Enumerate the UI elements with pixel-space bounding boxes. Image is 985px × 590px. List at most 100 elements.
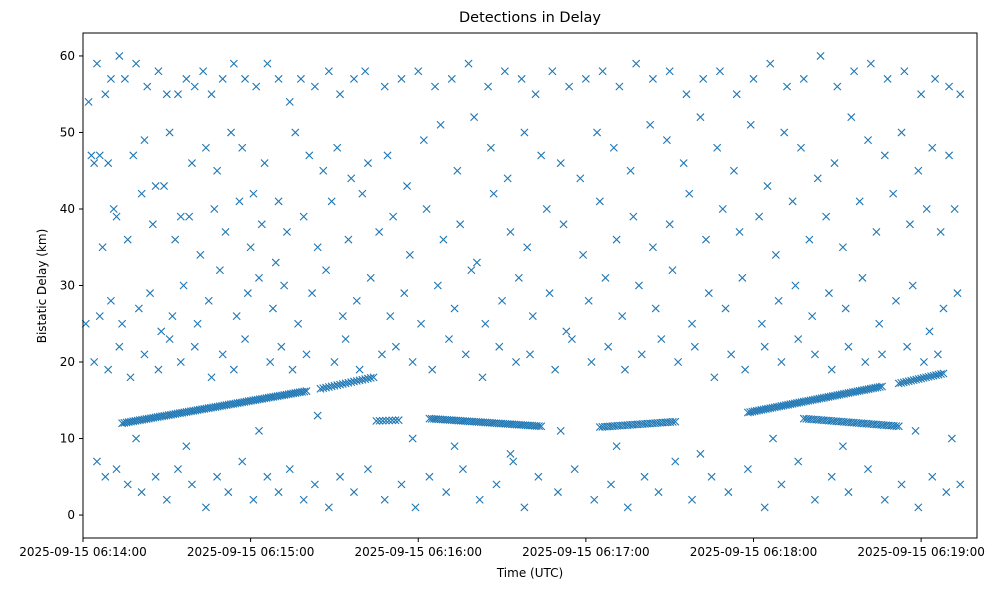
data-point <box>185 212 194 221</box>
data-point <box>313 411 322 420</box>
data-point <box>439 235 448 244</box>
data-point <box>408 434 417 443</box>
data-point <box>844 488 853 497</box>
data-point <box>710 373 719 382</box>
data-point <box>956 90 965 99</box>
data-point <box>934 370 943 379</box>
data-point <box>847 113 856 122</box>
data-point <box>350 488 358 497</box>
data-point <box>788 197 797 206</box>
data-point <box>162 90 171 99</box>
data-point <box>520 128 529 137</box>
data-point <box>123 480 132 489</box>
data-point <box>274 488 283 497</box>
data-point <box>590 495 599 504</box>
data-point <box>662 136 671 145</box>
data-point <box>168 312 177 321</box>
y-tick-label: 50 <box>60 125 75 139</box>
data-point <box>928 472 937 481</box>
data-point <box>84 97 93 106</box>
data-point <box>534 472 543 481</box>
data-point <box>864 136 873 145</box>
data-point <box>721 304 730 313</box>
data-point <box>875 319 884 328</box>
y-tick-label: 30 <box>60 279 75 293</box>
data-point <box>607 480 616 489</box>
data-point <box>213 166 222 175</box>
data-point <box>688 495 697 504</box>
data-point <box>196 250 205 259</box>
data-point <box>777 358 786 367</box>
data-point <box>193 319 202 328</box>
data-point <box>904 377 913 386</box>
data-point <box>537 151 546 160</box>
data-point <box>243 289 252 298</box>
data-point <box>115 51 124 60</box>
data-point <box>939 369 948 378</box>
data-point <box>282 227 291 236</box>
data-point <box>945 151 954 160</box>
data-point <box>534 422 543 431</box>
data-point <box>224 488 233 497</box>
data-point <box>598 67 607 76</box>
data-point <box>514 273 523 282</box>
data-point <box>338 312 347 321</box>
data-point <box>151 182 160 191</box>
data-point <box>378 416 387 425</box>
data-points <box>81 51 965 512</box>
data-point <box>749 74 758 83</box>
data-point <box>615 82 624 91</box>
data-point <box>634 281 643 290</box>
data-point <box>668 266 677 275</box>
data-point <box>587 358 596 367</box>
data-point <box>433 281 442 290</box>
data-point <box>774 296 783 305</box>
data-point <box>478 373 487 382</box>
data-point <box>922 204 931 213</box>
data-point <box>403 182 412 191</box>
data-point <box>657 335 666 344</box>
data-point <box>213 472 222 481</box>
data-point <box>907 376 916 385</box>
data-point <box>218 74 227 83</box>
data-point <box>932 371 941 380</box>
data-point <box>623 503 632 512</box>
data-point <box>397 480 406 489</box>
data-point <box>690 342 699 351</box>
data-point <box>470 113 479 122</box>
data-point <box>391 342 400 351</box>
data-point <box>520 503 529 512</box>
data-point <box>241 335 250 344</box>
data-point <box>581 74 590 83</box>
y-tick-label: 20 <box>60 355 75 369</box>
data-point <box>917 374 926 383</box>
data-point <box>112 212 121 221</box>
data-point <box>537 422 546 431</box>
data-point <box>464 59 473 68</box>
data-point <box>120 74 129 83</box>
data-point <box>109 204 118 213</box>
data-point <box>640 472 649 481</box>
data-point <box>126 373 135 382</box>
data-point <box>797 143 805 152</box>
data-point <box>232 312 241 321</box>
data-point <box>914 166 923 175</box>
data-point <box>268 304 277 313</box>
data-point <box>391 416 400 425</box>
data-point <box>310 82 319 91</box>
data-point <box>850 67 859 76</box>
data-point <box>294 319 303 328</box>
data-point <box>668 417 677 426</box>
data-point <box>257 220 266 229</box>
data-point <box>336 90 345 99</box>
data-point <box>743 465 752 474</box>
data-point <box>380 495 389 504</box>
data-point <box>453 166 462 175</box>
data-point <box>90 358 99 367</box>
data-point <box>855 197 864 206</box>
data-point <box>461 350 470 359</box>
data-point <box>517 74 526 83</box>
data-point <box>285 465 294 474</box>
